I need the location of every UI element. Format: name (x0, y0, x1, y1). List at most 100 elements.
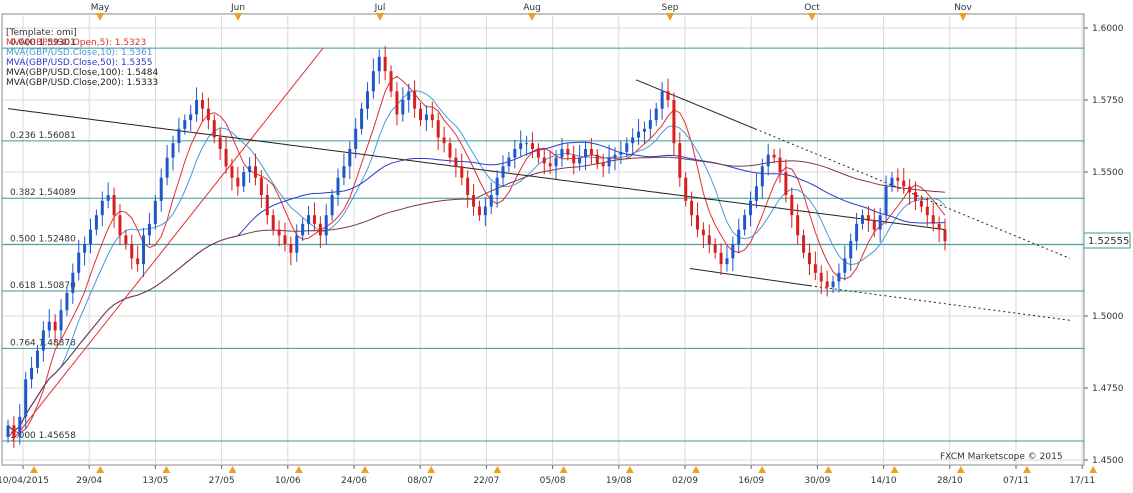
candle-body (601, 163, 605, 167)
fib-level-label: 0.618 1.50870 (10, 281, 76, 291)
candle-body (695, 215, 699, 230)
candles (6, 45, 947, 448)
candle-body (295, 235, 299, 253)
candle-body (778, 157, 782, 172)
fib-level-label: 0.236 1.56081 (10, 131, 76, 141)
candle-body (248, 166, 252, 172)
candle-body (707, 235, 711, 244)
candle-body (672, 100, 676, 144)
fib-diagonal-line (11, 47, 324, 442)
candle-body (212, 120, 216, 138)
candle-body (454, 157, 458, 167)
candle-body (200, 100, 204, 109)
candle-body (271, 215, 275, 230)
legend-item: MVA(GBP/USD.Close,50): 1.5355 (6, 58, 152, 68)
candle-body (813, 264, 817, 273)
x-tick-label: 14/10 (871, 476, 897, 486)
date-marker (1023, 466, 1031, 473)
candle-body (401, 100, 405, 115)
x-axis: 10/04/2015 29/04 13/05 27/05 10/06 24/06 08/07… (0, 465, 1098, 486)
candle-body (142, 235, 146, 265)
candle-body (47, 321, 51, 331)
candle-body (371, 71, 375, 92)
candle-body (749, 200, 753, 216)
month-label: Aug (523, 3, 541, 13)
candle-body (277, 229, 281, 236)
date-marker (692, 466, 700, 473)
candle-body (342, 166, 346, 178)
candle-body (159, 177, 163, 201)
mva-close-100-line (7, 156, 946, 432)
candle-body (925, 206, 929, 216)
candle-body (224, 148, 228, 167)
candle-body (943, 229, 947, 242)
candle-body (648, 120, 652, 129)
candle-body (448, 143, 452, 158)
month-axis: May Jun Jul Aug Sep Oct Nov (91, 3, 972, 21)
upper-trendline (635, 79, 756, 130)
candle-body (807, 252, 811, 265)
month-marker (234, 13, 242, 21)
candle-body (100, 200, 104, 216)
candle-body (18, 416, 22, 437)
candle-body (177, 128, 181, 144)
candle-body (843, 258, 847, 273)
candle-body (218, 137, 222, 149)
candle-body (495, 177, 499, 196)
candle-body (430, 114, 434, 121)
candle-body (59, 310, 63, 331)
watermark: FXCM Marketscope © 2015 (940, 452, 1063, 462)
price-tag-label: 1.52555 (1088, 236, 1129, 247)
fib-level-label: 0.000 1.59301 (10, 38, 76, 48)
candle-body (760, 166, 764, 187)
candle-body (477, 206, 481, 216)
x-tick-label: 13/05 (142, 476, 168, 486)
candle-body (837, 272, 841, 282)
date-marker (96, 466, 105, 473)
candle-body (819, 272, 823, 282)
grid-lines (2, 14, 1084, 465)
legend-item: MVA(GBP/USD.Open,5): 1.5323 (6, 38, 146, 48)
candle-body (507, 157, 511, 167)
candle-body (336, 177, 340, 196)
x-tick-label: 05/08 (540, 476, 566, 486)
legend-item: MVA(GBP/USD.Close,100): 1.5484 (6, 68, 158, 78)
candle-body (713, 244, 717, 253)
x-tick-label: 22/07 (473, 476, 499, 486)
candle-body (35, 350, 39, 368)
candle-body (831, 281, 835, 288)
candle-body (24, 379, 28, 417)
candle-body (701, 229, 705, 236)
candle-body (719, 252, 723, 265)
candle-body (130, 244, 134, 259)
candle-body (743, 215, 747, 230)
candle-body (301, 223, 305, 236)
month-label: Nov (954, 3, 972, 13)
candle-body (354, 128, 358, 149)
candle-body (619, 151, 623, 155)
y-tick-label: 1.5750 (1092, 96, 1124, 106)
candle-body (206, 108, 210, 121)
candle-body (919, 200, 923, 207)
candle-body (578, 157, 582, 164)
candle-body (536, 148, 540, 158)
candle-body (395, 91, 399, 115)
candle-body (825, 281, 829, 288)
candle-body (6, 425, 10, 437)
candle-body (483, 206, 487, 216)
candle-body (902, 180, 906, 187)
candle-body (855, 223, 859, 242)
candle-body (866, 215, 870, 221)
month-marker (528, 13, 536, 21)
x-tick-label: 07/11 (1003, 476, 1029, 486)
x-tick-label: 17/11 (1069, 476, 1095, 486)
candle-body (153, 200, 157, 224)
candle-body (530, 143, 534, 149)
month-marker (808, 13, 816, 21)
candle-body (165, 157, 169, 178)
candle-body (254, 166, 258, 178)
candle-body (236, 177, 240, 187)
candle-body (65, 292, 69, 311)
month-marker (959, 13, 967, 21)
